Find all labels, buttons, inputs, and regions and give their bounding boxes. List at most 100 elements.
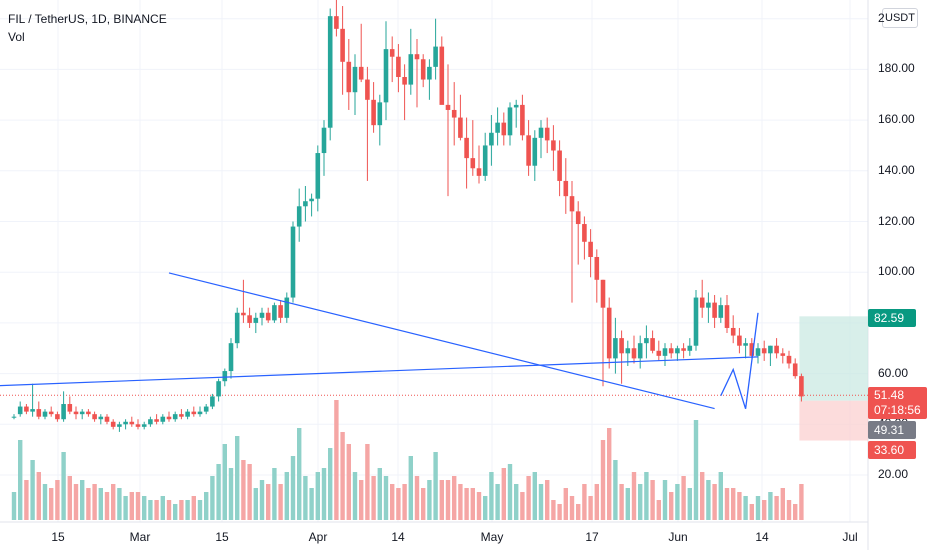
volume-bar xyxy=(129,492,134,520)
candle-body xyxy=(433,46,438,67)
volume-bar xyxy=(656,500,661,520)
volume-bar xyxy=(675,484,680,520)
volume-bar xyxy=(179,500,184,520)
candle-body xyxy=(309,198,314,202)
volume-bar xyxy=(36,472,41,520)
volume-bar xyxy=(607,428,612,520)
candle-body xyxy=(36,409,42,417)
chart-legend: FIL / TetherUS, 1D, BINANCE Vol xyxy=(8,10,167,46)
volume-bar xyxy=(613,460,618,520)
candle-body xyxy=(706,302,711,308)
candle-body xyxy=(693,297,699,346)
volume-bar xyxy=(638,484,643,520)
candle-body xyxy=(613,338,618,359)
volume-bar xyxy=(185,500,190,520)
candle-body xyxy=(476,168,482,176)
volume-bar xyxy=(117,488,122,520)
volume-bar xyxy=(61,452,66,520)
x-tick-label: 15 xyxy=(215,530,229,544)
volume-bar xyxy=(774,496,779,520)
candle-body xyxy=(786,355,792,364)
candle-body xyxy=(451,109,457,118)
candle-body xyxy=(30,409,35,412)
candle-body xyxy=(619,338,624,354)
last-price-label: 51.48 07:18:56 xyxy=(868,387,927,419)
candle-body xyxy=(594,256,600,280)
volume-bar xyxy=(160,496,165,520)
candle-body xyxy=(482,145,488,176)
candle-body xyxy=(141,424,147,427)
profit-zone xyxy=(799,316,868,401)
volume-bar xyxy=(86,488,91,520)
candle-body xyxy=(303,201,308,207)
volume-bar xyxy=(582,484,587,520)
y-tick-label: 180.00 xyxy=(878,61,915,76)
x-tick-label: Jun xyxy=(668,530,688,544)
volume-bar xyxy=(514,484,519,520)
volume-bar xyxy=(266,484,271,520)
volume-bar xyxy=(427,480,432,520)
candle-body xyxy=(792,363,798,377)
currency-button[interactable]: USDT xyxy=(882,8,918,28)
candle-body xyxy=(464,137,469,159)
volume-bar xyxy=(104,492,110,520)
candle-body xyxy=(414,54,420,60)
last-price-value: 51.48 xyxy=(874,388,905,402)
volume-bar xyxy=(309,488,314,520)
volume-bar xyxy=(402,484,407,520)
candle-body xyxy=(315,153,321,199)
volume-bar xyxy=(600,440,606,520)
volume-bar xyxy=(786,500,792,520)
volume-bar xyxy=(42,484,48,520)
x-tick-label: May xyxy=(480,530,504,544)
stop-price-label: 33.60 xyxy=(868,441,916,459)
volume-bar xyxy=(557,504,562,520)
candle-body xyxy=(755,348,761,356)
symbol-title: FIL / TetherUS, 1D, BINANCE xyxy=(8,12,167,26)
volume-bar xyxy=(414,476,420,520)
volume-bar xyxy=(526,476,531,520)
candle-body xyxy=(11,416,17,418)
candle-body xyxy=(458,117,463,138)
volume-bar xyxy=(346,444,351,520)
volume-bar xyxy=(408,456,413,520)
trend-line xyxy=(0,356,759,387)
y-tick-label: 20.00 xyxy=(878,467,909,481)
volume-bar xyxy=(247,464,252,520)
x-tick-label: 14 xyxy=(391,530,405,544)
volume-bar xyxy=(706,480,711,520)
volume-bar xyxy=(681,476,686,520)
candle-body xyxy=(644,338,649,344)
candle-body xyxy=(166,416,172,420)
volume-bar xyxy=(569,496,575,520)
y-tick-label: 100.00 xyxy=(878,264,915,279)
candle-body xyxy=(216,381,221,397)
candle-body xyxy=(420,59,426,80)
candle-body xyxy=(544,127,550,141)
candle-body xyxy=(228,343,234,372)
volume-bar xyxy=(359,480,364,520)
candle-body xyxy=(718,305,724,318)
candle-body xyxy=(48,411,54,415)
candle-body xyxy=(222,371,228,382)
volume-bar xyxy=(328,448,333,520)
volume-bar xyxy=(501,468,506,520)
volume-bar xyxy=(340,432,345,520)
target-price-label: 82.59 xyxy=(868,309,916,327)
candle-body xyxy=(86,411,91,415)
volume-bar xyxy=(551,500,556,520)
candle-body xyxy=(148,419,153,425)
candle-body xyxy=(489,132,494,146)
candle-body xyxy=(346,61,352,93)
volume-bar xyxy=(315,472,320,520)
volume-bar xyxy=(235,436,240,520)
candle-body xyxy=(371,99,376,126)
candle-body xyxy=(668,348,674,354)
candle-body xyxy=(79,411,85,415)
candle-body xyxy=(737,335,742,346)
volume-bar xyxy=(352,472,358,520)
volume-bar xyxy=(619,484,624,520)
candle-body xyxy=(768,345,773,354)
candle-body xyxy=(557,150,562,181)
